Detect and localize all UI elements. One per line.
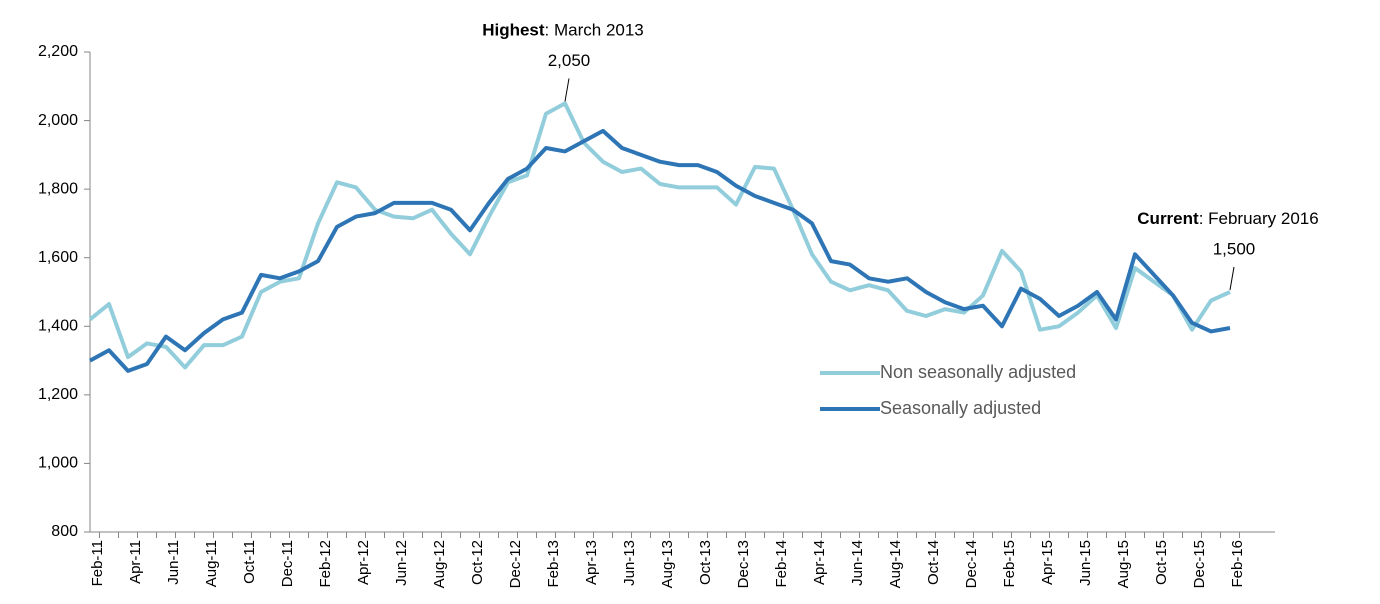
annotation-leader	[1229, 266, 1235, 291]
x-tick-label: Apr-12	[355, 540, 372, 585]
x-tick-label: Feb-11	[89, 540, 106, 586]
x-tick-label: Jun-15	[1077, 540, 1094, 586]
y-tick-label: 1,200	[38, 386, 78, 403]
y-tick-label: 1,000	[38, 455, 78, 472]
annotation-title: Highest: March 2013	[482, 21, 644, 40]
x-tick-label: Aug-13	[659, 540, 676, 588]
y-tick-label: 2,200	[38, 43, 78, 60]
series-line	[89, 128, 1231, 373]
x-tick-label: Feb-16	[1229, 540, 1246, 588]
annotation-value: 2,050	[548, 51, 591, 70]
x-tick-label: Aug-11	[203, 540, 220, 587]
x-tick-label: Oct-14	[925, 540, 942, 585]
x-tick-label: Feb-14	[773, 540, 790, 588]
x-tick-label: Apr-13	[583, 540, 600, 585]
y-tick-label: 1,600	[38, 249, 78, 266]
annotation-bold: Highest	[482, 21, 545, 40]
x-tick-label: Jun-13	[621, 540, 638, 586]
annotation-bold: Current	[1137, 209, 1199, 228]
x-tick-label: Apr-14	[811, 540, 828, 585]
x-tick-label: Apr-11	[127, 540, 144, 584]
annotation-title: Current: February 2016	[1137, 209, 1318, 228]
x-tick-label: Oct-11	[241, 540, 258, 584]
x-tick-label: Aug-12	[431, 540, 448, 588]
x-tick-label: Jun-12	[393, 540, 410, 586]
x-tick-label: Aug-14	[887, 540, 904, 588]
x-tick-label: Dec-11	[279, 540, 296, 587]
annotation-text: : February 2016	[1199, 209, 1319, 228]
legend-label: Seasonally adjusted	[880, 398, 1041, 418]
series-line	[88, 101, 1231, 370]
x-tick-label: Aug-15	[1115, 540, 1132, 588]
y-tick-label: 1,400	[38, 318, 78, 335]
x-tick-label: Dec-13	[735, 540, 752, 588]
annotation-value: 1,500	[1213, 239, 1256, 258]
x-tick-label: Dec-15	[1191, 540, 1208, 588]
x-tick-label: Jun-14	[849, 540, 866, 586]
x-tick-label: Oct-12	[469, 540, 486, 585]
x-tick-label: Dec-12	[507, 540, 524, 588]
x-tick-label: Dec-14	[963, 540, 980, 588]
x-tick-label: Apr-15	[1039, 540, 1056, 585]
x-tick-label: Oct-15	[1153, 540, 1170, 585]
x-tick-label: Feb-12	[317, 540, 334, 588]
x-tick-label: Oct-13	[697, 540, 714, 585]
x-tick-label: Feb-15	[1001, 540, 1018, 588]
x-tick-label: Jun-11	[165, 540, 182, 585]
annotation-leader	[564, 78, 570, 102]
annotation-text: : March 2013	[545, 21, 644, 40]
legend-label: Non seasonally adjusted	[880, 362, 1076, 382]
x-tick-label: Feb-13	[545, 540, 562, 588]
y-tick-label: 2,000	[38, 112, 78, 129]
y-tick-label: 800	[51, 523, 78, 540]
y-tick-label: 1,800	[38, 180, 78, 197]
